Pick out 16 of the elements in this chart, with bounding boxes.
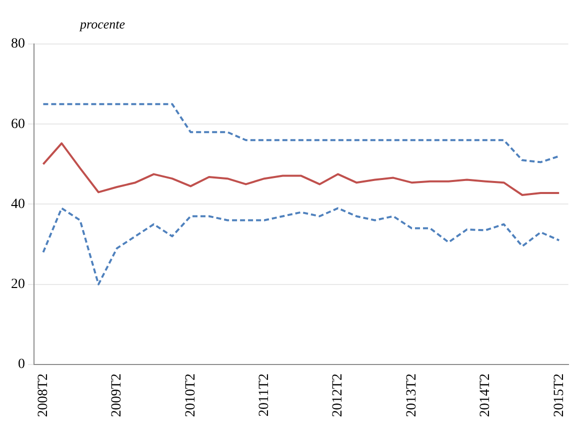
line-series [42,103,560,164]
y-axis-title: procente [79,16,126,32]
x-tick-label: 2015T2 [552,373,567,418]
y-tick-label: 40 [11,196,25,212]
x-tick-label: 2012T2 [330,373,346,418]
y-tick-label: 20 [11,277,25,292]
y-tick-label: 80 [11,36,25,52]
x-tick-label: 2010T2 [183,373,198,418]
x-tick-label: 2014T2 [478,373,494,418]
y-tick-label: 60 [11,116,25,132]
y-tick-label: 0 [18,357,25,372]
x-tick-label: 2013T2 [404,373,420,418]
x-tick-label: 2011T2 [256,373,272,416]
line-series [42,207,560,286]
x-tick-label: 2009T2 [110,373,125,418]
x-tick-label: 2008T2 [36,373,51,418]
